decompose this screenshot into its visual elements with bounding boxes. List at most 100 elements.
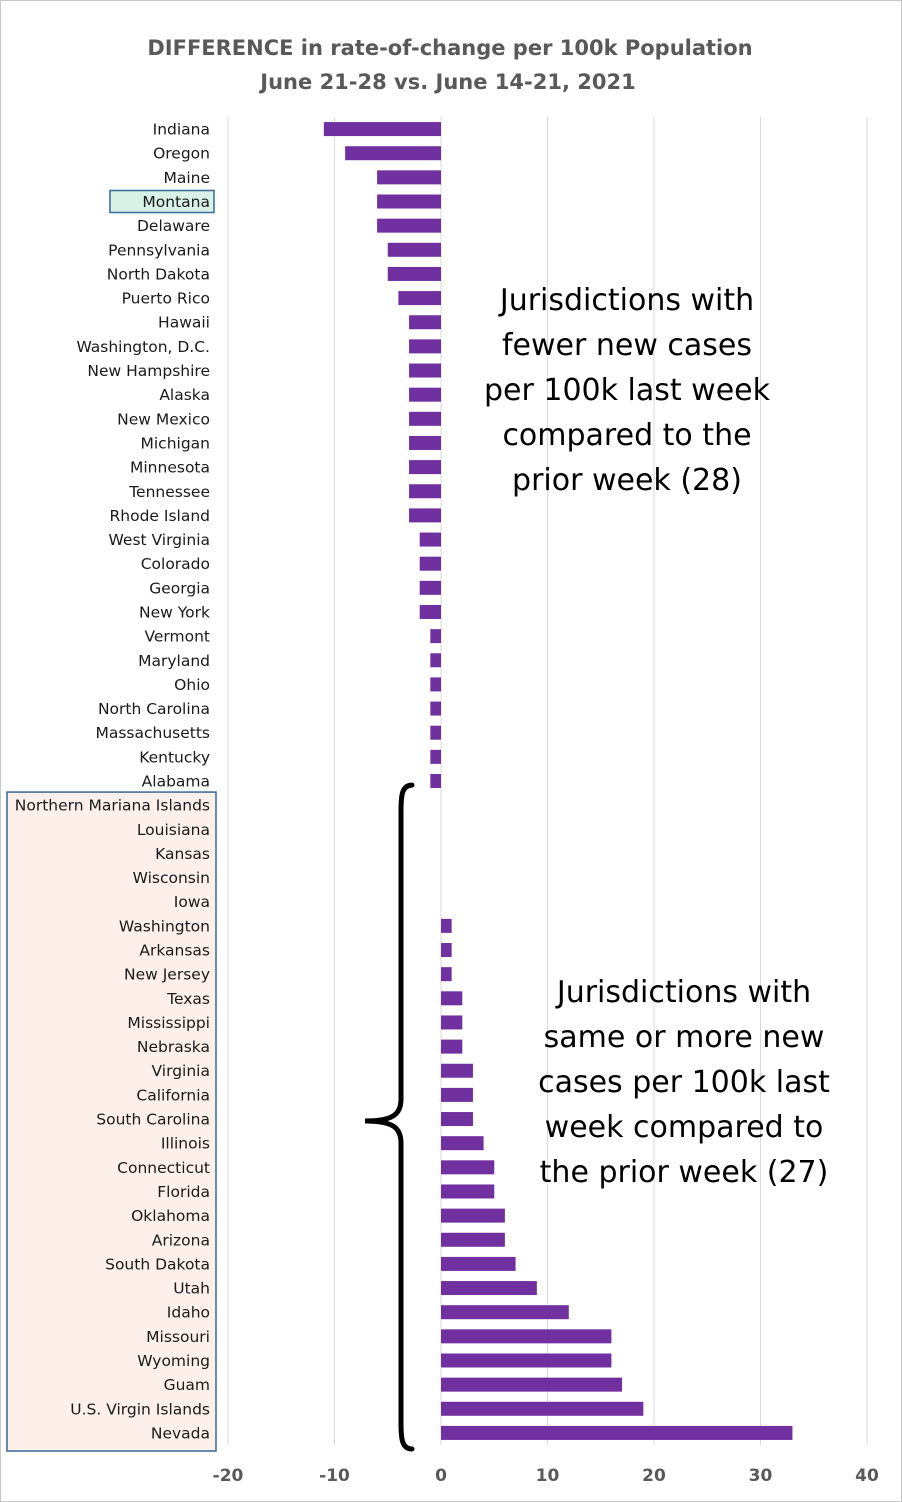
bar	[430, 629, 441, 644]
category-label: Massachusetts	[95, 724, 210, 742]
bar	[441, 1305, 569, 1320]
category-label: Wisconsin	[133, 869, 210, 887]
category-label: Delaware	[137, 217, 210, 235]
category-label: Oklahoma	[131, 1207, 210, 1225]
bar	[409, 387, 441, 402]
bar	[419, 580, 441, 595]
bar	[345, 146, 441, 161]
category-label: Maryland	[138, 652, 210, 670]
bar	[441, 1401, 644, 1416]
bar	[441, 1256, 516, 1271]
category-label: New Mexico	[117, 410, 210, 428]
category-label: Wyoming	[137, 1352, 210, 1370]
bar	[441, 1425, 793, 1440]
x-tick-label: 0	[435, 1466, 447, 1486]
category-label: Alaska	[159, 386, 210, 404]
category-label: Guam	[164, 1376, 210, 1394]
bar	[387, 242, 441, 257]
bar	[441, 1353, 612, 1368]
chart-title: DIFFERENCE in rate-of-change per 100k Po…	[147, 36, 752, 60]
bar	[387, 266, 441, 281]
annotation-line: per 100k last week	[484, 373, 771, 408]
bar	[409, 315, 441, 330]
bar	[419, 604, 441, 619]
bar	[441, 1112, 473, 1127]
category-label: Oregon	[153, 145, 210, 163]
category-label: Arkansas	[139, 942, 210, 960]
category-label: Arizona	[152, 1231, 210, 1249]
bar	[441, 918, 452, 933]
category-label: Pennsylvania	[108, 241, 210, 259]
bar	[409, 435, 441, 450]
x-tick-label: 10	[536, 1466, 560, 1486]
bar	[441, 1329, 612, 1344]
category-label: Connecticut	[117, 1159, 210, 1177]
category-label: Colorado	[141, 555, 210, 573]
category-label: Missouri	[146, 1328, 210, 1346]
category-label: North Dakota	[107, 265, 210, 283]
category-label: Maine	[163, 169, 210, 187]
category-label: North Carolina	[98, 700, 210, 718]
annotation-line: Jurisdictions with	[498, 283, 754, 318]
x-tick-label: 40	[855, 1466, 879, 1486]
category-label: Virginia	[152, 1062, 210, 1080]
group-box	[6, 791, 217, 1452]
category-label: Minnesota	[130, 459, 210, 477]
bar	[377, 170, 441, 185]
bar	[409, 484, 441, 499]
category-label: Nebraska	[137, 1038, 210, 1056]
category-label: Michigan	[141, 434, 211, 452]
category-label: Kentucky	[139, 748, 210, 766]
bar	[430, 653, 441, 668]
category-label: Texas	[166, 990, 210, 1008]
bar	[430, 725, 441, 740]
group-brace	[364, 782, 415, 1452]
annotation-line: Jurisdictions with	[555, 975, 811, 1010]
bar	[430, 774, 441, 788]
category-label: Kansas	[155, 845, 210, 863]
annotation-line: prior week (28)	[512, 463, 742, 498]
category-label: Ohio	[174, 676, 210, 694]
category-label: Iowa	[174, 893, 210, 911]
bar	[398, 291, 441, 306]
category-label: California	[136, 1086, 210, 1104]
category-label: Vermont	[144, 628, 210, 646]
bar	[441, 1087, 473, 1102]
annotation-line: fewer new cases	[502, 328, 752, 363]
category-label: Hawaii	[158, 314, 210, 332]
bar	[441, 1136, 484, 1151]
x-tick-label: -10	[319, 1466, 350, 1486]
category-label: South Dakota	[105, 1255, 210, 1273]
bar	[441, 1208, 505, 1223]
bar	[409, 460, 441, 475]
category-label: Northern Mariana Islands	[15, 797, 210, 815]
bar	[377, 218, 441, 233]
category-label: Tennessee	[128, 483, 210, 501]
bar	[409, 508, 441, 523]
bar	[441, 1377, 623, 1392]
category-label: Montana	[142, 193, 210, 211]
category-label: Indiana	[153, 121, 210, 139]
bar	[430, 677, 441, 692]
bar	[441, 967, 452, 982]
bar	[430, 749, 441, 764]
bar	[419, 532, 441, 547]
bar	[441, 1232, 505, 1247]
bar	[409, 363, 441, 378]
category-label: Puerto Rico	[122, 290, 210, 308]
category-label: U.S. Virgin Islands	[70, 1400, 210, 1418]
annotation-line: the prior week (27)	[540, 1155, 829, 1190]
bar	[409, 339, 441, 354]
bar	[377, 194, 441, 209]
annotation-line: same or more new	[544, 1020, 825, 1055]
x-tick-label: 30	[749, 1466, 773, 1486]
bar	[441, 1184, 495, 1199]
bar	[441, 1281, 537, 1296]
category-label: Rhode Island	[110, 507, 211, 525]
category-label: Louisiana	[137, 821, 210, 839]
category-label: Alabama	[142, 773, 210, 791]
bar	[441, 1160, 495, 1175]
x-tick-label: -20	[213, 1466, 244, 1486]
bar	[409, 411, 441, 426]
